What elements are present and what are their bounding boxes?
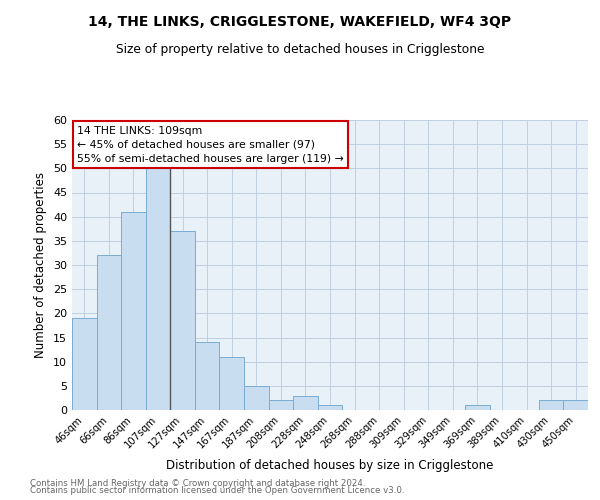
Bar: [220, 357, 244, 410]
Bar: [72, 318, 97, 410]
Text: Contains public sector information licensed under the Open Government Licence v3: Contains public sector information licen…: [30, 486, 404, 495]
Bar: [269, 400, 293, 410]
Text: Distribution of detached houses by size in Crigglestone: Distribution of detached houses by size …: [166, 458, 494, 471]
Bar: [170, 231, 195, 410]
Y-axis label: Number of detached properties: Number of detached properties: [34, 172, 47, 358]
Bar: [195, 342, 220, 410]
Bar: [146, 168, 170, 410]
Bar: [318, 405, 342, 410]
Text: Contains HM Land Registry data © Crown copyright and database right 2024.: Contains HM Land Registry data © Crown c…: [30, 478, 365, 488]
Bar: [563, 400, 588, 410]
Text: 14 THE LINKS: 109sqm
← 45% of detached houses are smaller (97)
55% of semi-detac: 14 THE LINKS: 109sqm ← 45% of detached h…: [77, 126, 344, 164]
Text: 14, THE LINKS, CRIGGLESTONE, WAKEFIELD, WF4 3QP: 14, THE LINKS, CRIGGLESTONE, WAKEFIELD, …: [88, 15, 512, 29]
Bar: [244, 386, 269, 410]
Text: Size of property relative to detached houses in Crigglestone: Size of property relative to detached ho…: [116, 42, 484, 56]
Bar: [97, 256, 121, 410]
Bar: [539, 400, 563, 410]
Bar: [293, 396, 318, 410]
Bar: [121, 212, 146, 410]
Bar: [465, 405, 490, 410]
